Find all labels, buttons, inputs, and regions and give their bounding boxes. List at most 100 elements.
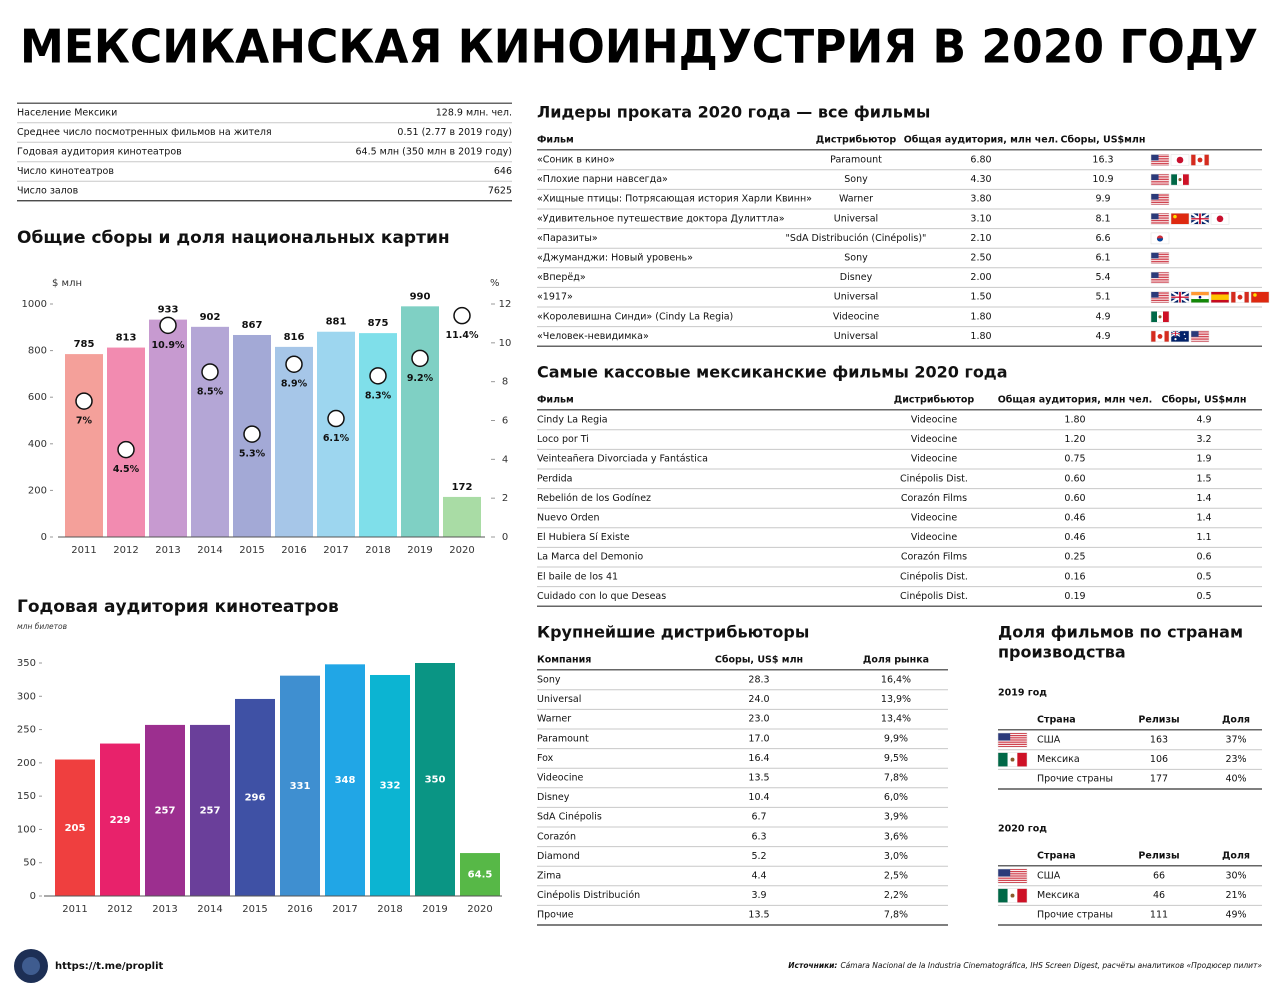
table-cell: «Соник в кино»: [537, 155, 615, 166]
table-cell: El baile de los 41: [537, 571, 618, 582]
table-cell: 1.80: [1064, 415, 1085, 426]
table-cell: 3.80: [970, 194, 991, 205]
y2-tick-label: 8: [502, 377, 508, 388]
flag-part: [998, 739, 1027, 741]
flag-part: [1151, 218, 1169, 220]
flag: [1190, 330, 1210, 343]
table-cell: 0.51 (2.77 в 2019 году): [397, 127, 512, 138]
flag-part: [1179, 291, 1181, 303]
data-label: 5.3%: [239, 449, 266, 460]
flag-part: [1151, 179, 1169, 181]
sources-text: Cámara Nacional de la Industria Cinemato…: [840, 961, 1262, 970]
data-label: 881: [326, 317, 347, 328]
flag-part: [1151, 195, 1169, 197]
table-cell: 111: [1150, 910, 1168, 921]
flag-part: [1237, 294, 1243, 300]
flag-part: [1151, 214, 1169, 216]
flag-part: [1191, 337, 1209, 339]
table-cell: 106: [1150, 754, 1168, 765]
table-cell: Loco por Ti: [537, 434, 589, 445]
flag-border: [1190, 291, 1210, 303]
table-cell: 9,5%: [884, 753, 908, 764]
table-cell: 37%: [1225, 735, 1246, 746]
flag: [1150, 232, 1170, 245]
table-cell: Universal: [834, 213, 878, 224]
table-cell: «Плохие парни навсегда»: [537, 174, 668, 185]
flag-part: [1251, 291, 1269, 303]
table-cell: Cinépolis Dist.: [900, 591, 968, 602]
table-cell: Мексика: [1037, 890, 1080, 901]
table-cell: Paramount: [537, 733, 589, 744]
column-header: Страна: [1037, 715, 1076, 726]
table-cell: Sony: [844, 253, 868, 264]
data-label: 9.2%: [407, 373, 434, 384]
flag-part: [1151, 213, 1159, 220]
flag: [1150, 311, 1170, 323]
flag: [1210, 291, 1230, 303]
column-header: Страна: [1037, 851, 1076, 862]
table-cell: Число залов: [17, 186, 79, 197]
y-tick-label: 800: [28, 346, 47, 357]
flag-part: [1151, 177, 1169, 179]
bar: [55, 759, 95, 896]
flag-part: [1164, 330, 1169, 342]
y2-tick-label: 6: [502, 416, 508, 427]
table-cell: «Человек-невидимка»: [537, 331, 649, 342]
table-cell: 0.5: [1196, 591, 1211, 602]
flag-border: [1150, 193, 1170, 205]
table-cell: 10.4: [748, 792, 769, 803]
table-cell: Paramount: [830, 155, 882, 166]
flag-part: [1178, 178, 1182, 182]
bar: [359, 333, 397, 537]
flag-border: [1190, 154, 1210, 166]
column-header: Релизы: [1138, 851, 1179, 862]
y-tick-label: 0: [41, 532, 47, 543]
flag-part: [1151, 203, 1169, 205]
flag-part: [1151, 223, 1169, 225]
flag-part: [1151, 296, 1169, 298]
flag-part: [1010, 893, 1015, 898]
table-cell: 0.75: [1064, 454, 1085, 465]
data-label: 350: [425, 775, 446, 786]
flag-part: [1183, 333, 1186, 335]
chart-title: Общие сборы и доля национальных картин: [17, 228, 450, 248]
flag-part: [1156, 238, 1164, 242]
flag-border: [1170, 213, 1190, 225]
flag-part: [998, 869, 1027, 871]
y2-tick-label: 2: [502, 493, 508, 504]
table-cell: El Hubiera Sí Existe: [537, 532, 630, 543]
table-cell: «Удивительное путешествие доктора Дулитт…: [537, 213, 785, 224]
table-cell: 4.9: [1095, 311, 1110, 322]
table-cell: 64.5 млн (350 млн в 2019 году): [356, 147, 513, 158]
table-cell: Среднее число посмотренных фильмов на жи…: [17, 127, 272, 138]
x-tick-label: 2017: [332, 904, 357, 915]
flag-part: [1151, 311, 1157, 323]
table-cell: Rebelión de los Godínez: [537, 493, 651, 504]
data-label: 785: [74, 339, 95, 350]
flag-part: [998, 879, 1027, 881]
flag-part: [1151, 259, 1169, 261]
bar: [275, 346, 313, 537]
bar: [235, 698, 275, 896]
bar: [190, 724, 230, 896]
table-cell: Videocine: [911, 415, 958, 426]
x-tick-label: 2012: [113, 545, 138, 556]
table-cell: 0.46: [1064, 532, 1085, 543]
flag-part: [1151, 197, 1169, 198]
flag: [1170, 213, 1190, 225]
x-tick-label: 2016: [281, 545, 306, 556]
flag-part: [1151, 157, 1169, 159]
flag-part: [1151, 291, 1169, 293]
table-cell: 4.9: [1196, 415, 1211, 426]
data-label: 296: [245, 792, 266, 803]
footer-link[interactable]: https://t.me/proplit: [55, 961, 164, 972]
table-cell: Zima: [537, 871, 561, 882]
flag-part: [1151, 280, 1169, 282]
column-header: Дистрибьютор: [894, 395, 975, 406]
bar: [100, 743, 140, 896]
table-cell: 6.80: [970, 155, 991, 166]
x-tick-label: 2015: [242, 904, 267, 915]
flag-border: [1170, 173, 1190, 186]
sources: Источники: Cámara Nacional de la Industri…: [788, 961, 1262, 970]
